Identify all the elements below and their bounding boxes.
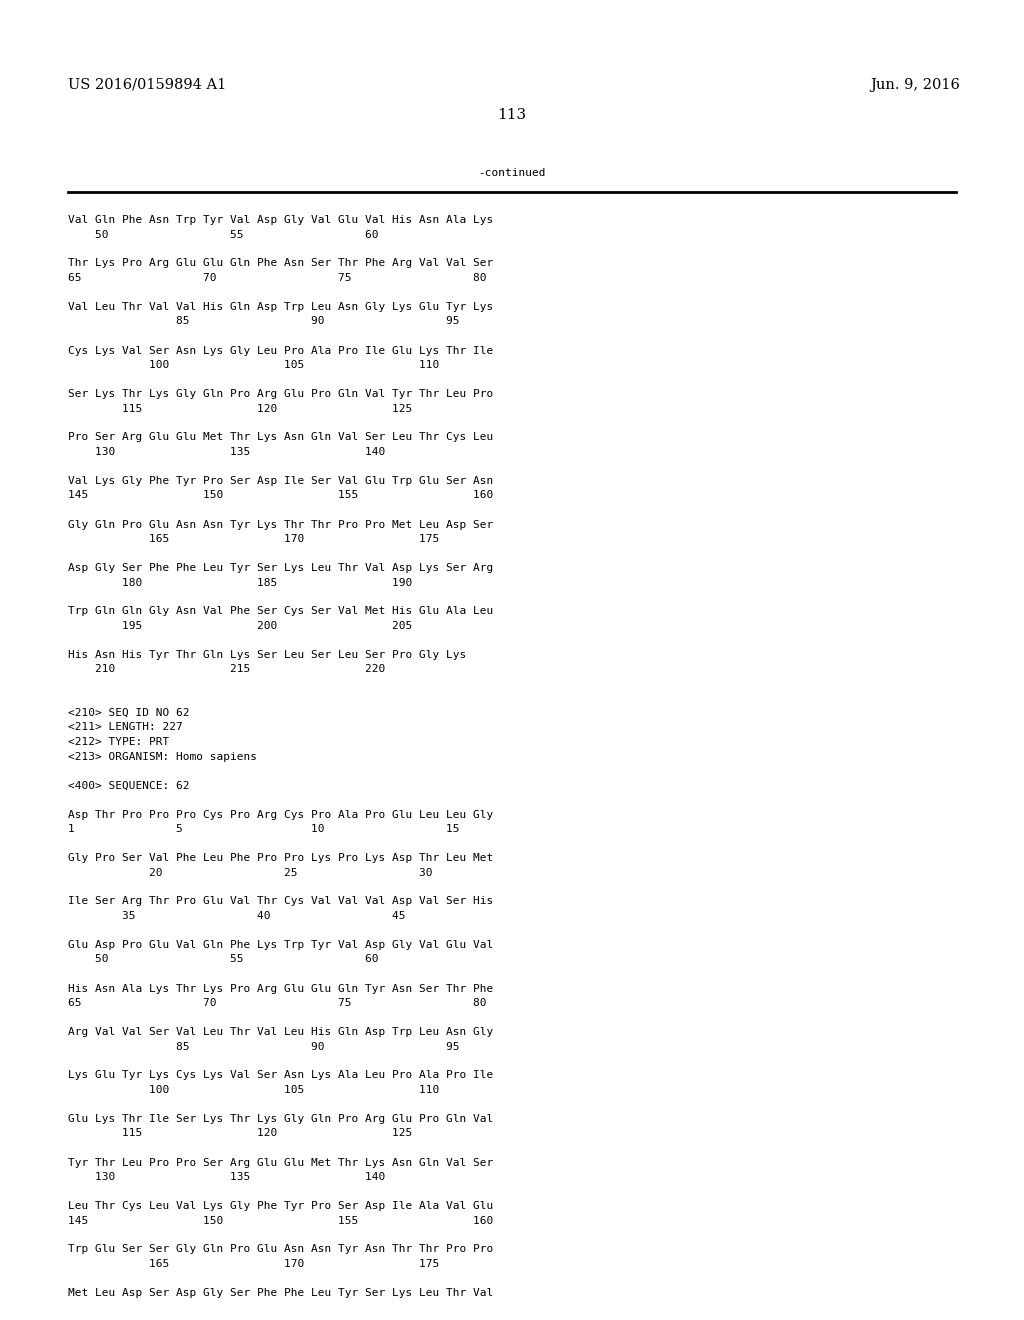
Text: <210> SEQ ID NO 62: <210> SEQ ID NO 62 [68, 708, 189, 718]
Text: 113: 113 [498, 108, 526, 121]
Text: His Asn Ala Lys Thr Lys Pro Arg Glu Glu Gln Tyr Asn Ser Thr Phe: His Asn Ala Lys Thr Lys Pro Arg Glu Glu … [68, 983, 494, 994]
Text: 85                  90                  95: 85 90 95 [68, 317, 460, 326]
Text: Arg Val Val Ser Val Leu Thr Val Leu His Gln Asp Trp Leu Asn Gly: Arg Val Val Ser Val Leu Thr Val Leu His … [68, 1027, 494, 1038]
Text: 130                 135                 140: 130 135 140 [68, 447, 385, 457]
Text: Asp Gly Ser Phe Phe Leu Tyr Ser Lys Leu Thr Val Asp Lys Ser Arg: Asp Gly Ser Phe Phe Leu Tyr Ser Lys Leu … [68, 564, 494, 573]
Text: Thr Lys Pro Arg Glu Glu Gln Phe Asn Ser Thr Phe Arg Val Val Ser: Thr Lys Pro Arg Glu Glu Gln Phe Asn Ser … [68, 259, 494, 268]
Text: 180                 185                 190: 180 185 190 [68, 578, 413, 587]
Text: Val Lys Gly Phe Tyr Pro Ser Asp Ile Ser Val Glu Trp Glu Ser Asn: Val Lys Gly Phe Tyr Pro Ser Asp Ile Ser … [68, 477, 494, 486]
Text: Leu Thr Cys Leu Val Lys Gly Phe Tyr Pro Ser Asp Ile Ala Val Glu: Leu Thr Cys Leu Val Lys Gly Phe Tyr Pro … [68, 1201, 494, 1210]
Text: 20                  25                  30: 20 25 30 [68, 867, 432, 878]
Text: Trp Glu Ser Ser Gly Gln Pro Glu Asn Asn Tyr Asn Thr Thr Pro Pro: Trp Glu Ser Ser Gly Gln Pro Glu Asn Asn … [68, 1245, 494, 1254]
Text: <212> TYPE: PRT: <212> TYPE: PRT [68, 737, 169, 747]
Text: 210                 215                 220: 210 215 220 [68, 664, 385, 675]
Text: Glu Asp Pro Glu Val Gln Phe Lys Trp Tyr Val Asp Gly Val Glu Val: Glu Asp Pro Glu Val Gln Phe Lys Trp Tyr … [68, 940, 494, 950]
Text: 145                 150                 155                 160: 145 150 155 160 [68, 491, 494, 500]
Text: <211> LENGTH: 227: <211> LENGTH: 227 [68, 722, 182, 733]
Text: 195                 200                 205: 195 200 205 [68, 620, 413, 631]
Text: 100                 105                 110: 100 105 110 [68, 1085, 439, 1096]
Text: Gly Pro Ser Val Phe Leu Phe Pro Pro Lys Pro Lys Asp Thr Leu Met: Gly Pro Ser Val Phe Leu Phe Pro Pro Lys … [68, 853, 494, 863]
Text: 1               5                   10                  15: 1 5 10 15 [68, 824, 460, 834]
Text: 65                  70                  75                  80: 65 70 75 80 [68, 273, 486, 282]
Text: 115                 120                 125: 115 120 125 [68, 404, 413, 413]
Text: Jun. 9, 2016: Jun. 9, 2016 [870, 78, 961, 92]
Text: 35                  40                  45: 35 40 45 [68, 911, 406, 921]
Text: 50                  55                  60: 50 55 60 [68, 954, 379, 965]
Text: Ser Lys Thr Lys Gly Gln Pro Arg Glu Pro Gln Val Tyr Thr Leu Pro: Ser Lys Thr Lys Gly Gln Pro Arg Glu Pro … [68, 389, 494, 399]
Text: Lys Glu Tyr Lys Cys Lys Val Ser Asn Lys Ala Leu Pro Ala Pro Ile: Lys Glu Tyr Lys Cys Lys Val Ser Asn Lys … [68, 1071, 494, 1081]
Text: Met Leu Asp Ser Asp Gly Ser Phe Phe Leu Tyr Ser Lys Leu Thr Val: Met Leu Asp Ser Asp Gly Ser Phe Phe Leu … [68, 1288, 494, 1298]
Text: <400> SEQUENCE: 62: <400> SEQUENCE: 62 [68, 780, 189, 791]
Text: Val Leu Thr Val Val His Gln Asp Trp Leu Asn Gly Lys Glu Tyr Lys: Val Leu Thr Val Val His Gln Asp Trp Leu … [68, 302, 494, 312]
Text: Glu Lys Thr Ile Ser Lys Thr Lys Gly Gln Pro Arg Glu Pro Gln Val: Glu Lys Thr Ile Ser Lys Thr Lys Gly Gln … [68, 1114, 494, 1125]
Text: 115                 120                 125: 115 120 125 [68, 1129, 413, 1138]
Text: 85                  90                  95: 85 90 95 [68, 1041, 460, 1052]
Text: 165                 170                 175: 165 170 175 [68, 535, 439, 544]
Text: US 2016/0159894 A1: US 2016/0159894 A1 [68, 78, 226, 92]
Text: Asp Thr Pro Pro Pro Cys Pro Arg Cys Pro Ala Pro Glu Leu Leu Gly: Asp Thr Pro Pro Pro Cys Pro Arg Cys Pro … [68, 809, 494, 820]
Text: Cys Lys Val Ser Asn Lys Gly Leu Pro Ala Pro Ile Glu Lys Thr Ile: Cys Lys Val Ser Asn Lys Gly Leu Pro Ala … [68, 346, 494, 355]
Text: Trp Gln Gln Gly Asn Val Phe Ser Cys Ser Val Met His Glu Ala Leu: Trp Gln Gln Gly Asn Val Phe Ser Cys Ser … [68, 606, 494, 616]
Text: 65                  70                  75                  80: 65 70 75 80 [68, 998, 486, 1008]
Text: 145                 150                 155                 160: 145 150 155 160 [68, 1216, 494, 1225]
Text: Tyr Thr Leu Pro Pro Ser Arg Glu Glu Met Thr Lys Asn Gln Val Ser: Tyr Thr Leu Pro Pro Ser Arg Glu Glu Met … [68, 1158, 494, 1167]
Text: Pro Ser Arg Glu Glu Met Thr Lys Asn Gln Val Ser Leu Thr Cys Leu: Pro Ser Arg Glu Glu Met Thr Lys Asn Gln … [68, 433, 494, 442]
Text: His Asn His Tyr Thr Gln Lys Ser Leu Ser Leu Ser Pro Gly Lys: His Asn His Tyr Thr Gln Lys Ser Leu Ser … [68, 649, 466, 660]
Text: Gly Gln Pro Glu Asn Asn Tyr Lys Thr Thr Pro Pro Met Leu Asp Ser: Gly Gln Pro Glu Asn Asn Tyr Lys Thr Thr … [68, 520, 494, 529]
Text: Val Gln Phe Asn Trp Tyr Val Asp Gly Val Glu Val His Asn Ala Lys: Val Gln Phe Asn Trp Tyr Val Asp Gly Val … [68, 215, 494, 224]
Text: Ile Ser Arg Thr Pro Glu Val Thr Cys Val Val Val Asp Val Ser His: Ile Ser Arg Thr Pro Glu Val Thr Cys Val … [68, 896, 494, 907]
Text: 165                 170                 175: 165 170 175 [68, 1259, 439, 1269]
Text: -continued: -continued [478, 168, 546, 178]
Text: 100                 105                 110: 100 105 110 [68, 360, 439, 370]
Text: 130                 135                 140: 130 135 140 [68, 1172, 385, 1181]
Text: 50                  55                  60: 50 55 60 [68, 230, 379, 239]
Text: <213> ORGANISM: Homo sapiens: <213> ORGANISM: Homo sapiens [68, 751, 257, 762]
